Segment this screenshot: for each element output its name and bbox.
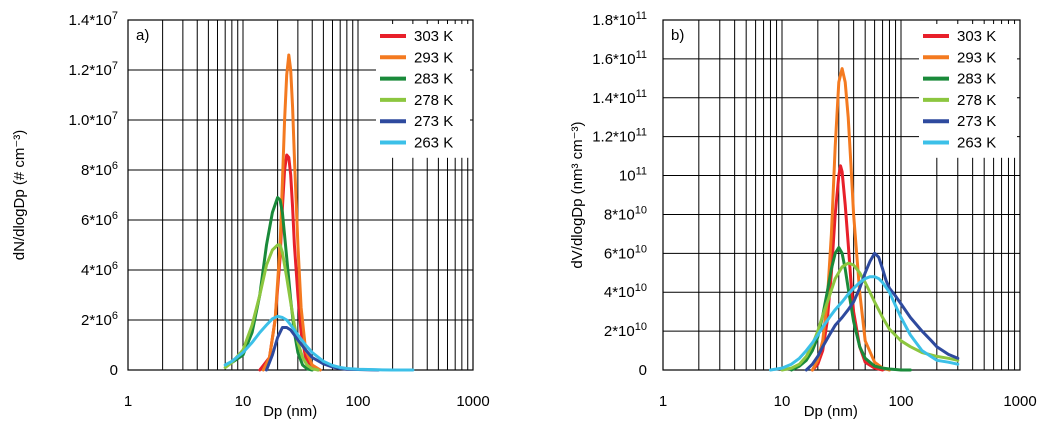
y-tick-label: 6*106 <box>81 210 118 229</box>
legend-label: 263 K <box>414 135 453 152</box>
y-tick-label: 1011 <box>619 166 647 185</box>
plot-frame <box>662 19 1021 371</box>
x-axis-title: Dp (nm) <box>804 403 858 420</box>
y-tick-label: 1.0*107 <box>69 110 119 129</box>
legend-label: 263 K <box>957 135 996 152</box>
y-tick-label: 0 <box>110 362 118 379</box>
y-tick-label: 1.6*1011 <box>592 49 647 68</box>
legend: 303 K 293 K 283 K 278 K 273 K 263 K <box>376 24 470 158</box>
series-line-293k <box>261 53 322 372</box>
y-tick-label: 1.2*107 <box>69 60 119 79</box>
legend-label: 273 K <box>957 113 996 130</box>
panel-label: b) <box>671 27 684 44</box>
panel-label: a) <box>136 27 149 44</box>
y-tick-label: 0 <box>639 362 647 379</box>
x-tick-label: 100 <box>345 393 370 410</box>
y-tick-label: 8*106 <box>81 160 118 179</box>
legend-box <box>919 24 1017 158</box>
chart-panel-b: 1 10 100 1000 Dp (nm) 0 2*1010 4*1010 6*1010 8*10… <box>569 10 1037 420</box>
x-tick-label: 10 <box>235 393 252 410</box>
y-tick-label: 8*1010 <box>604 204 647 223</box>
series-line-283k <box>789 246 912 372</box>
series-line-278k <box>780 261 960 372</box>
x-tick-label: 1 <box>124 393 132 410</box>
legend-label: 293 K <box>414 49 453 66</box>
x-axis-title: Dp (nm) <box>263 403 317 420</box>
y-tick-label: 2*106 <box>81 310 118 329</box>
chart-panel-a: 1 10 100 1000 Dp (nm) 0 2*106 4*106 6*106 8*106 1.… <box>11 10 490 420</box>
y-tick-label: 4*106 <box>81 260 118 279</box>
series-line-278k <box>223 243 320 372</box>
legend-label: 273 K <box>414 113 453 130</box>
x-tick-label: 100 <box>888 393 913 410</box>
y-axis-title: dN/dlogDp (# cm⁻³) <box>11 130 28 260</box>
series-line-293k <box>810 67 891 372</box>
legend-label: 283 K <box>414 71 453 88</box>
x-tick-label: 1000 <box>1003 393 1036 410</box>
legend-label: 283 K <box>957 71 996 88</box>
series-line-273k <box>804 251 960 372</box>
x-tick-label: 10 <box>774 393 791 410</box>
y-tick-label: 1.4*1011 <box>592 88 647 107</box>
x-tick-label: 1 <box>659 393 667 410</box>
legend-label: 278 K <box>957 92 996 109</box>
y-tick-label: 1.4*107 <box>69 10 119 29</box>
legend-label: 303 K <box>957 28 996 45</box>
y-tick-label: 6*1010 <box>604 243 647 262</box>
series-line-263k <box>769 275 960 372</box>
x-tick-label: 1000 <box>456 393 489 410</box>
y-tick-label: 4*1010 <box>604 282 647 301</box>
legend-label: 293 K <box>957 49 996 66</box>
plot-frame <box>127 19 474 371</box>
y-tick-label: 1.8*1011 <box>592 10 647 29</box>
y-tick-label: 1.2*1011 <box>592 127 647 146</box>
legend-label: 303 K <box>414 28 453 45</box>
series-line-263k <box>223 314 415 372</box>
legend-label: 278 K <box>414 92 453 109</box>
legend-box <box>376 24 470 158</box>
y-axis-title: dV/dlogDp (nm³ cm⁻³) <box>569 121 586 268</box>
y-tick-label: 2*1010 <box>604 321 647 340</box>
legend: 303 K 293 K 283 K 278 K 273 K 263 K <box>919 24 1017 158</box>
